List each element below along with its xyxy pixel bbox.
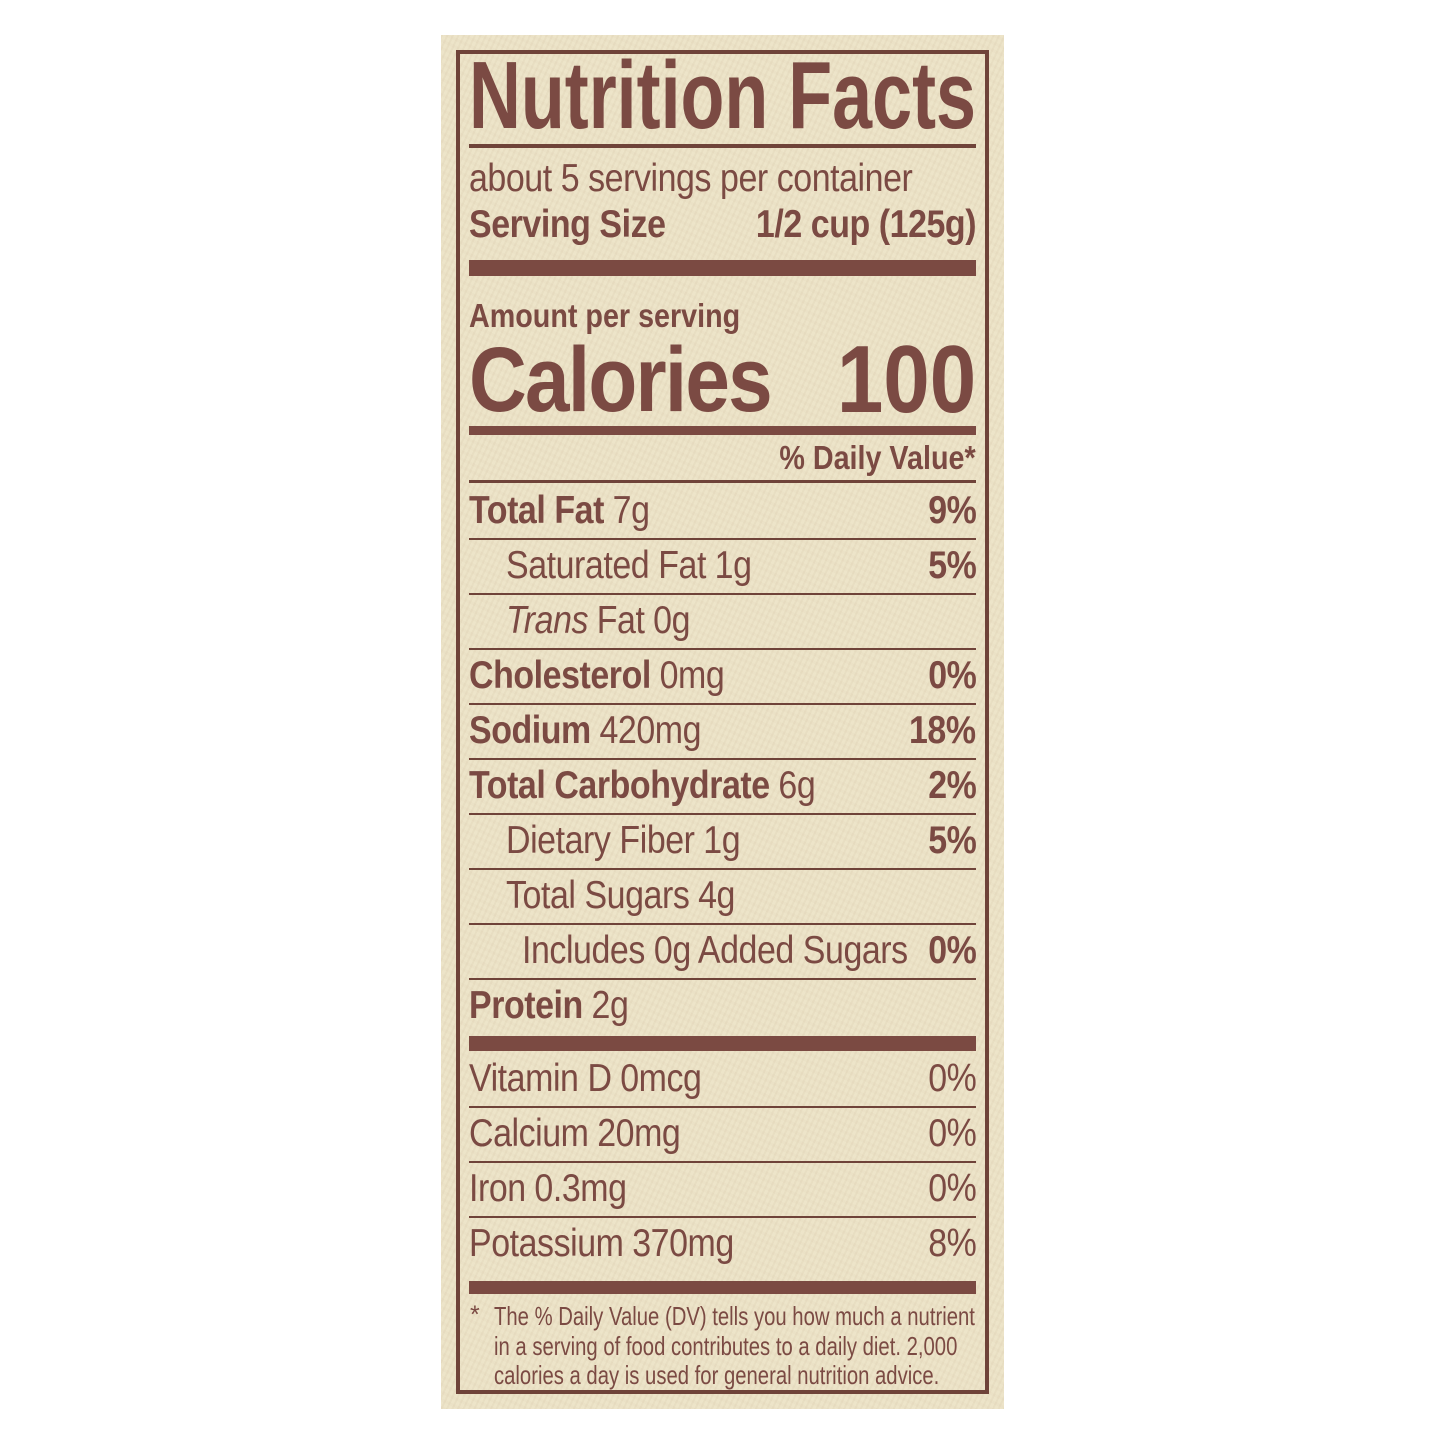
nutrient-dv: 8%: [927, 1222, 977, 1265]
nutrient-row-dietary-fiber: Dietary Fiber 1g 5%: [469, 813, 976, 868]
daily-value-header: % Daily Value*: [469, 435, 976, 483]
nutrient-amount: 370mg: [632, 1222, 734, 1265]
nutrient-name: Potassium: [469, 1222, 624, 1265]
nutrient-row-total-carbohydrate: Total Carbohydrate 6g 2%: [469, 758, 976, 813]
thick-separator-bar: [469, 1036, 976, 1051]
nutrient-name: Vitamin D: [469, 1057, 612, 1100]
footnote-marker: *: [470, 1301, 480, 1329]
nutrient-dv: 0%: [927, 1112, 977, 1155]
nutrient-row-total-fat: Total Fat 7g 9%: [469, 483, 976, 538]
serving-size-label: Serving Size: [469, 203, 666, 246]
nutrient-dv: 5%: [927, 819, 977, 862]
nutrient-name: Includes 0g Added Sugars: [522, 929, 908, 972]
nutrient-dv: 0%: [927, 1057, 977, 1100]
micronutrient-table: Vitamin D 0mcg 0% Calcium 20mg 0% Iron 0.3m…: [469, 1051, 976, 1271]
nutrient-dv: 0%: [927, 654, 977, 697]
serving-size-value: 1/2 cup (125g): [755, 203, 977, 246]
nutrient-name: Dietary Fiber: [506, 819, 695, 862]
page-title: Nutrition Facts: [469, 57, 976, 137]
nutrient-amount: 1g: [703, 819, 741, 862]
nutrient-dv: 2%: [927, 764, 977, 807]
nutrient-name-italic: Trans: [506, 599, 589, 642]
calories-label: Calories: [469, 329, 773, 431]
nutrient-row-trans-fat: Trans Fat 0g: [469, 593, 976, 648]
nutrient-dv: 18%: [909, 709, 976, 752]
footnote-line: The % Daily Value (DV) tells you how muc…: [494, 1301, 975, 1331]
nutrient-amount: 7g: [612, 489, 650, 532]
title-divider: [469, 144, 976, 148]
nutrition-facts-label: Nutrition Facts about 5 servings per con…: [441, 35, 1004, 1409]
nutrient-amount: 6g: [778, 764, 816, 807]
thick-separator-bar: [469, 1281, 976, 1294]
thick-separator-bar: [469, 260, 976, 276]
nutrient-name: Sodium: [469, 709, 591, 752]
serving-size-row: Serving Size 1/2 cup (125g): [469, 202, 976, 248]
nutrient-row-sodium: Sodium 420mg 18%: [469, 703, 976, 758]
nutrient-name: Saturated Fat: [506, 544, 706, 587]
nutrient-name: Total Fat: [469, 489, 604, 532]
amount-per-serving-label: Amount per serving: [469, 297, 741, 334]
nutrient-amount: 420mg: [599, 709, 702, 752]
nutrient-amount: 0g: [653, 599, 691, 642]
nutrient-dv: 0%: [927, 929, 977, 972]
micronutrient-row-potassium: Potassium 370mg 8%: [469, 1216, 976, 1271]
nutrient-dv: 9%: [927, 489, 977, 532]
nutrient-amount: 4g: [698, 874, 735, 917]
nutrient-name: Calcium: [469, 1112, 589, 1155]
micronutrient-row-vitamin-d: Vitamin D 0mcg 0%: [469, 1051, 976, 1106]
nutrient-amount: 0mcg: [620, 1057, 702, 1100]
nutrient-row-added-sugars: Includes 0g Added Sugars 0%: [469, 923, 976, 978]
label-frame: Nutrition Facts about 5 servings per con…: [456, 50, 989, 1394]
nutrient-row-total-sugars: Total Sugars 4g: [469, 868, 976, 923]
servings-per-container: about 5 servings per container: [469, 157, 913, 200]
micronutrient-row-calcium: Calcium 20mg 0%: [469, 1106, 976, 1161]
micronutrient-row-iron: Iron 0.3mg 0%: [469, 1161, 976, 1216]
nutrient-table: Total Fat 7g 9% Saturated Fat 1g 5% Trans F…: [469, 483, 976, 1033]
nutrient-dv: 0%: [927, 1167, 977, 1210]
nutrient-amount: 1g: [714, 544, 752, 587]
nutrient-amount: 2g: [591, 984, 629, 1027]
medium-separator-bar: [469, 426, 976, 435]
nutrient-name: Fat: [596, 599, 645, 642]
nutrient-row-saturated-fat: Saturated Fat 1g 5%: [469, 538, 976, 593]
nutrient-name: Iron: [469, 1167, 526, 1210]
footnote-line: in a serving of food contributes to a da…: [494, 1330, 958, 1361]
nutrient-amount: 20mg: [597, 1112, 681, 1155]
calories-value: 100: [836, 326, 976, 433]
nutrient-name: Cholesterol: [469, 654, 651, 697]
nutrient-row-protein: Protein 2g: [469, 978, 976, 1033]
nutrient-amount: 0mg: [659, 654, 725, 697]
label-title-svg: Nutrition Facts: [469, 57, 976, 137]
nutrient-name: Total Sugars: [506, 874, 690, 917]
calories-row: Calories 100: [469, 326, 976, 433]
nutrient-name: Protein: [469, 984, 583, 1027]
nutrient-dv: 5%: [927, 544, 977, 587]
nutrient-row-cholesterol: Cholesterol 0mg 0%: [469, 648, 976, 703]
footnote-line: calories a day is used for general nutri…: [494, 1360, 940, 1390]
footnote: * The % Daily Value (DV) tells you how m…: [469, 1301, 976, 1391]
nutrient-amount: 0.3mg: [534, 1167, 627, 1210]
nutrient-name: Total Carbohydrate: [469, 764, 770, 807]
